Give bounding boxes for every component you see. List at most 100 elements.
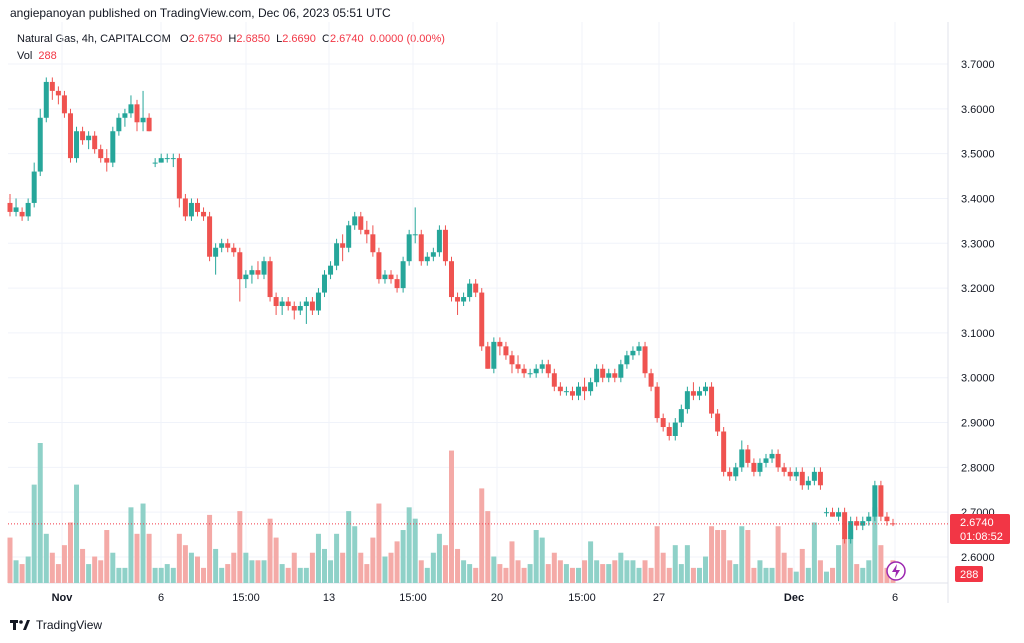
volume-bar <box>31 484 37 583</box>
candle-body <box>654 386 660 419</box>
candle-body <box>309 301 315 311</box>
volume-bar <box>86 564 92 583</box>
volume-bar <box>7 537 13 583</box>
volume-bar <box>267 518 273 583</box>
candle-body <box>533 368 539 374</box>
candle-body <box>225 243 231 248</box>
candle-body <box>49 81 55 91</box>
y-tick-label: 2.6000 <box>961 552 995 564</box>
candle-body <box>799 471 805 486</box>
candle-body <box>213 247 219 257</box>
candle-body <box>424 256 430 262</box>
candle-body <box>74 131 80 159</box>
candle-body <box>436 229 442 253</box>
candle-body <box>557 386 563 392</box>
volume-bar <box>412 518 418 583</box>
volume-bar <box>237 511 243 583</box>
volume-bar <box>485 511 491 583</box>
volume-bar <box>104 530 110 583</box>
legend-vol-label: Vol <box>17 50 33 62</box>
volume-bar <box>588 541 594 583</box>
volume-bar <box>703 556 709 583</box>
candle-body <box>618 364 624 378</box>
legend-open-value: 2.6750 <box>188 33 223 45</box>
volume-bar <box>388 552 394 583</box>
volume-bar <box>612 560 618 583</box>
candle-body <box>152 162 158 164</box>
volume-bar <box>449 450 454 583</box>
volume-bar <box>285 567 291 583</box>
volume-bar <box>194 556 200 583</box>
publisher-line: angiepanoyan published on TradingView.co… <box>10 6 391 20</box>
volume-bar <box>176 533 182 583</box>
volume-bar <box>751 567 757 583</box>
chart-legend: Natural Gas, 4h, CAPITALCOM O2.6750 H2.6… <box>17 33 445 45</box>
volume-bar <box>213 548 219 583</box>
candle-body <box>442 229 448 262</box>
candle-body <box>243 274 249 280</box>
candle-body <box>854 521 860 526</box>
volume-bar <box>80 548 86 583</box>
volume-bar <box>854 564 860 583</box>
volume-bar <box>576 567 582 583</box>
volume-bar <box>61 545 67 583</box>
candle-body <box>334 243 340 266</box>
candle-body <box>61 95 67 114</box>
candle-body <box>340 243 346 248</box>
volume-bar <box>878 545 884 583</box>
candle-body <box>751 462 757 472</box>
candle-body <box>727 471 733 477</box>
candle-body <box>116 117 122 132</box>
candle-body <box>527 373 533 375</box>
candle-body <box>503 346 509 356</box>
candle-body <box>80 131 86 141</box>
volume-bar <box>291 552 297 583</box>
x-tick-label: 15:00 <box>568 592 596 604</box>
volume-bar <box>696 567 702 583</box>
volume-bar <box>709 526 715 583</box>
candle-body <box>576 386 582 396</box>
candle-body <box>207 216 213 257</box>
candle-body <box>690 391 696 396</box>
candle-body <box>328 265 334 275</box>
legend-vol-value: 288 <box>38 50 57 62</box>
volume-bar <box>364 564 370 583</box>
candle-body <box>563 391 569 393</box>
volume-bar <box>207 514 213 583</box>
x-tick-label: 20 <box>491 592 503 604</box>
volume-bar <box>745 530 751 583</box>
volume-bar <box>376 503 382 583</box>
candle-body <box>872 485 878 517</box>
candle-body <box>370 234 376 253</box>
candle-body <box>660 418 666 428</box>
volume-bar <box>654 526 660 583</box>
candle-body <box>678 409 684 423</box>
volume-bar <box>630 560 636 583</box>
y-tick-label: 3.7000 <box>961 59 995 71</box>
volume-bar <box>690 567 696 583</box>
candle-body <box>37 117 43 172</box>
candle-body <box>509 355 515 365</box>
volume-bar <box>37 443 43 583</box>
candle-body <box>140 117 146 123</box>
candle-body <box>352 216 358 226</box>
volume-bar <box>188 552 194 583</box>
candle-body <box>823 512 829 514</box>
candle-body <box>497 341 503 347</box>
volume-bar <box>733 564 739 583</box>
volume-bar <box>527 564 533 583</box>
volume-bar <box>182 545 188 583</box>
volume-bar <box>848 530 854 583</box>
candle-body <box>128 104 134 114</box>
candle-body <box>648 373 654 387</box>
volume-bar <box>303 567 309 583</box>
volume-bar <box>642 560 648 583</box>
candle-body <box>104 158 110 163</box>
candle-body <box>122 113 128 118</box>
volume-bar <box>533 530 539 583</box>
volume-bar <box>261 560 267 583</box>
candle-body <box>31 171 37 203</box>
candle-body <box>400 261 406 289</box>
candle-body <box>539 364 545 369</box>
